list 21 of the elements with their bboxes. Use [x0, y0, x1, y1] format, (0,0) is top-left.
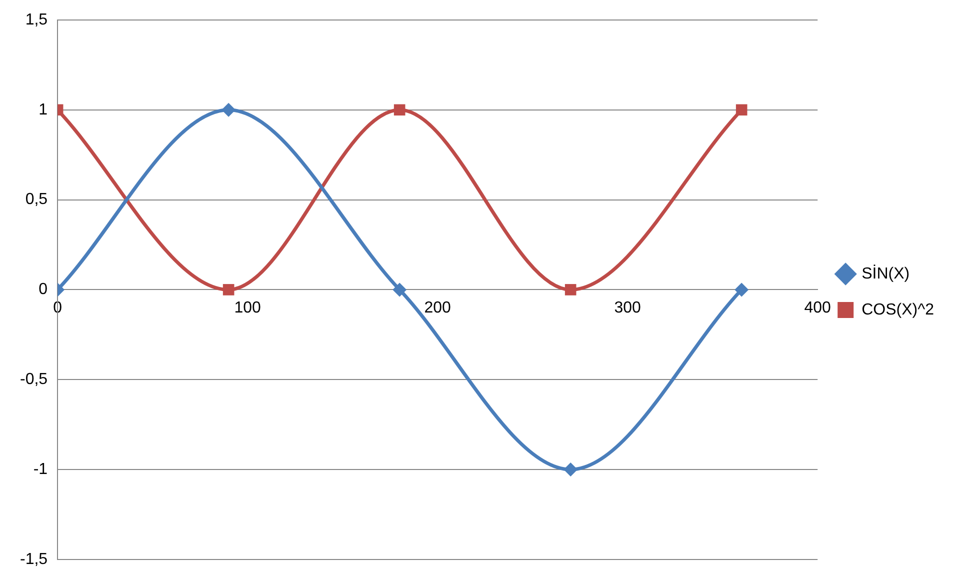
point [564, 462, 578, 476]
y-tick-label: 0 [38, 281, 48, 298]
point [736, 104, 748, 116]
x-tick-label: 400 [804, 300, 832, 317]
point [734, 282, 749, 297]
x-tick-label: 100 [234, 300, 262, 317]
point [222, 284, 234, 296]
point [222, 102, 236, 117]
x-tick-label: 200 [424, 300, 452, 317]
legend-label: COS(X)^2 [862, 301, 934, 318]
y-tick-label: -0,5 [20, 371, 48, 388]
point [392, 282, 407, 297]
point [564, 284, 576, 296]
y-tick-label: -1,5 [20, 550, 48, 568]
y-tick-label: 0,5 [25, 191, 48, 208]
x-tick-label: 300 [614, 300, 642, 317]
y-tick-label: 1,5 [25, 11, 48, 28]
y-tick-label: -1 [33, 460, 48, 478]
y-tick-label: 1 [38, 101, 48, 118]
point [394, 104, 406, 116]
legend-label: SİN(X) [862, 264, 910, 282]
